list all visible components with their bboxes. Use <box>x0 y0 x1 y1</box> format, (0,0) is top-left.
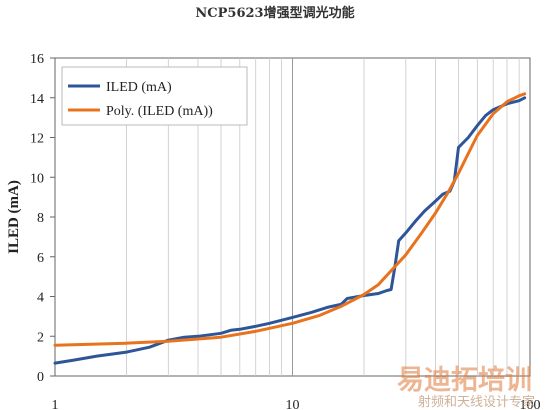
series-lines <box>53 92 527 365</box>
y-tick-labels: 0 2 4 6 8 10 12 14 16 <box>30 52 55 385</box>
x-tick-label: 100 <box>520 398 541 410</box>
y-tick-label: 6 <box>37 251 44 266</box>
series-line-iled <box>53 96 527 365</box>
y-tick-label: 12 <box>30 132 44 147</box>
grid-lines <box>126 58 520 376</box>
x-tick-label: 10 <box>286 398 300 410</box>
y-tick-label: 10 <box>30 171 44 186</box>
chart-title: NCP5623增强型调光功能 <box>195 5 354 21</box>
x-tick-label: 1 <box>52 398 59 410</box>
y-tick-label: 0 <box>37 370 44 385</box>
y-tick-label: 8 <box>37 211 44 226</box>
legend-box <box>61 66 248 126</box>
y-tick-label: 14 <box>30 92 44 107</box>
y-tick-label: 16 <box>30 52 44 67</box>
x-tick-labels: 1 10 100 <box>52 398 541 410</box>
watermark: 易迪拓培训 射频和天线设计专家 <box>397 365 535 410</box>
y-axis-label: ILED (mA) <box>6 180 22 254</box>
legend-label-poly: Poly. (ILED (mA)) <box>106 104 213 119</box>
watermark-logo-text: 易迪拓培训 <box>397 365 532 396</box>
legend: ILED (mA) Poly. (ILED (mA)) <box>61 66 248 126</box>
y-tick-label: 4 <box>37 291 44 306</box>
series-line-poly-trend <box>53 92 527 347</box>
watermark-subtitle: 射频和天线设计专家 <box>418 394 535 410</box>
legend-label-iled: ILED (mA) <box>106 80 172 95</box>
y-tick-label: 2 <box>37 330 44 345</box>
